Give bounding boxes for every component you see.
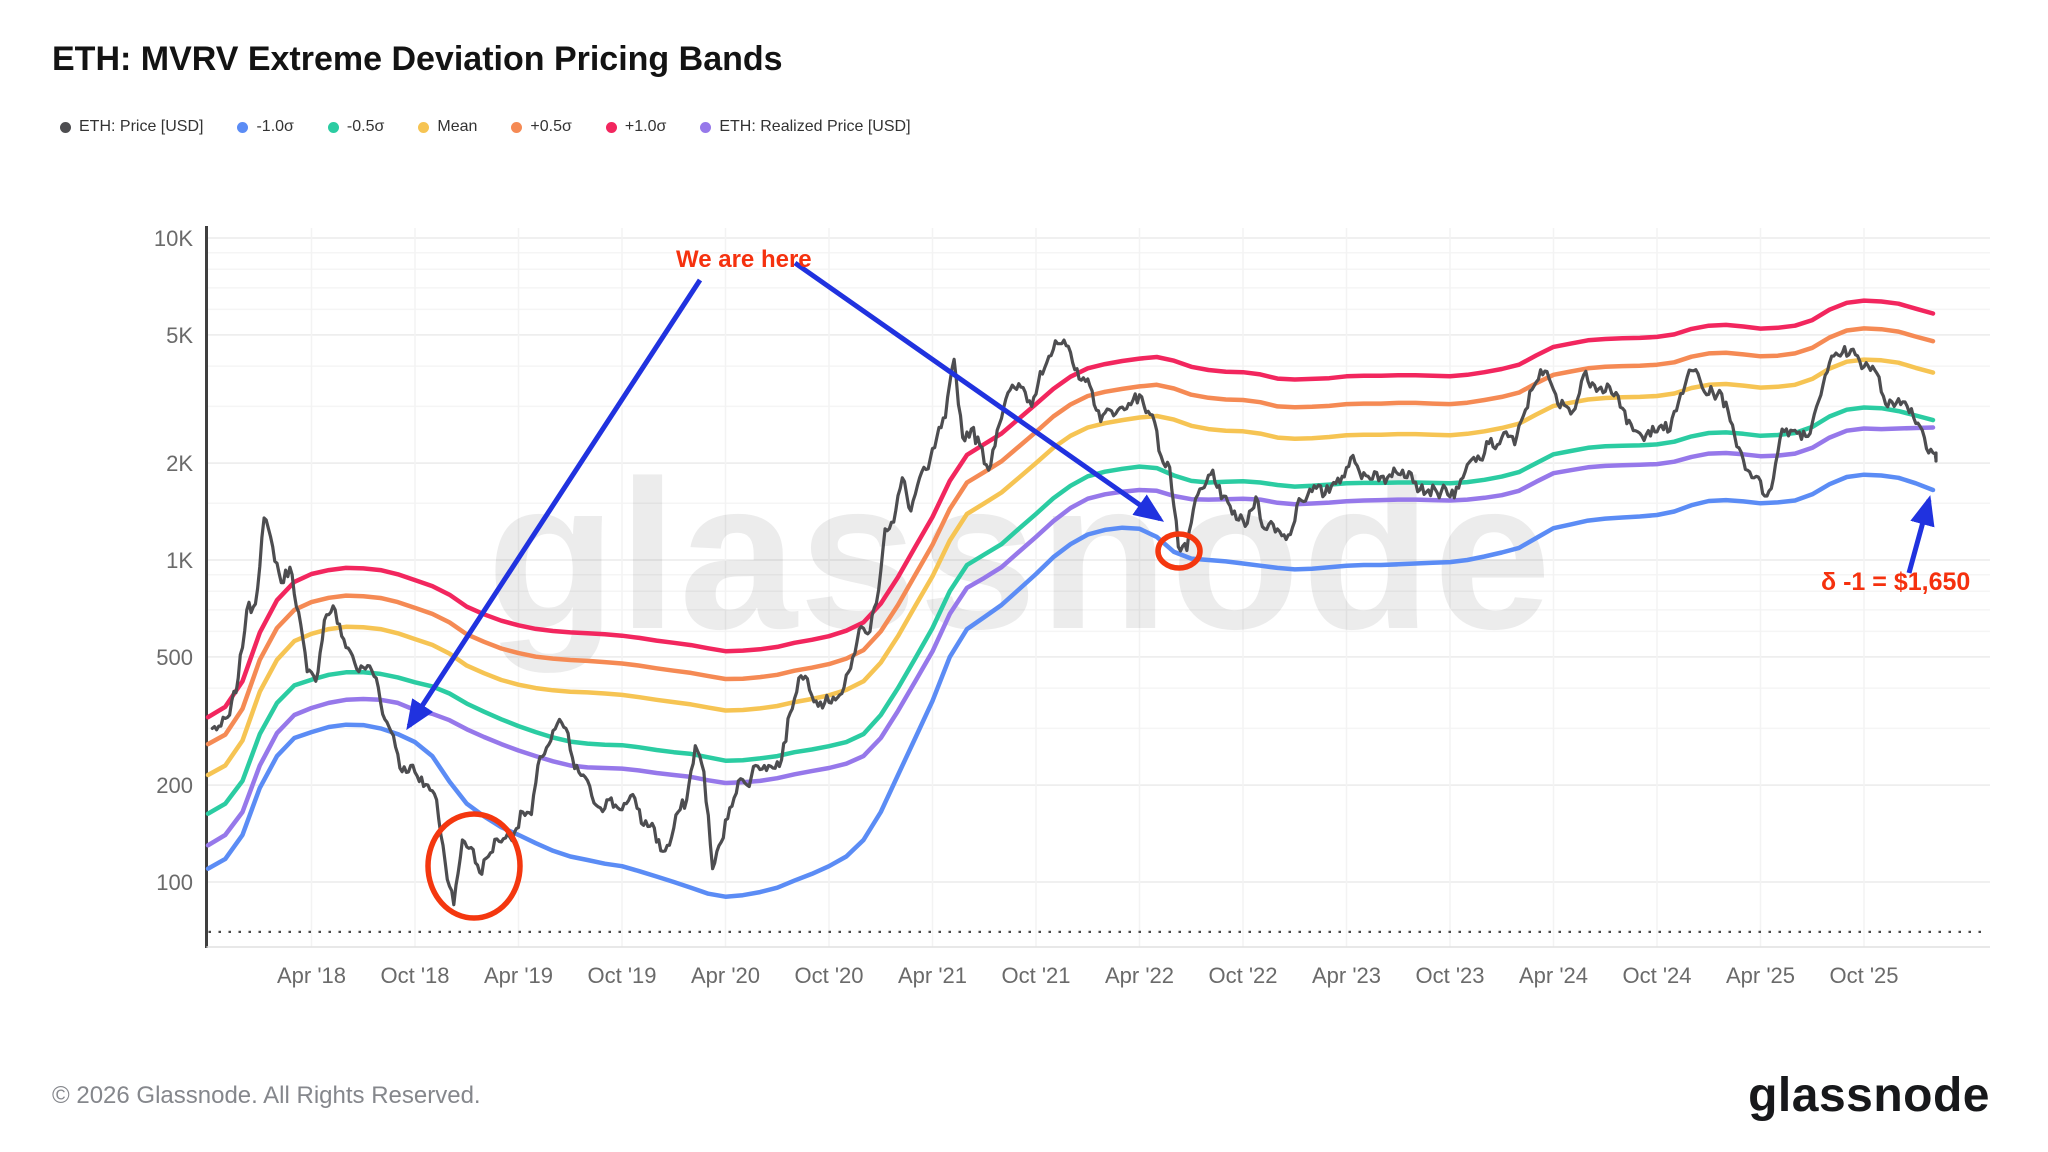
x-tick-label: Oct '20 <box>794 963 863 988</box>
legend-item-0[interactable]: ETH: Price [USD] <box>60 118 203 136</box>
legend-item-label: ETH: Realized Price [USD] <box>719 118 911 135</box>
x-tick-label: Apr '22 <box>1105 963 1174 988</box>
x-tick-label: Oct '23 <box>1415 963 1484 988</box>
legend-item-1[interactable]: -1.0σ <box>237 118 294 136</box>
legend-dot-icon <box>60 121 71 133</box>
series-line-mean <box>205 357 1936 778</box>
y-axis-labels: 100 200 500 1K 2K 5K 10K <box>154 226 193 895</box>
legend-item-label: Mean <box>437 118 478 135</box>
x-tick-label: Oct '24 <box>1622 963 1691 988</box>
x-tick-label: Apr '24 <box>1519 963 1588 988</box>
annotation-arrow-1 <box>793 260 1165 522</box>
legend-item-label: +0.5σ <box>530 118 572 135</box>
y-tick-label: 5K <box>166 323 193 348</box>
series-line-0-5 <box>205 326 1936 747</box>
legend-item-3[interactable]: Mean <box>418 118 477 136</box>
annotations: We are here δ -1 = $1,650 <box>406 246 1970 921</box>
x-tick-label: Apr '18 <box>277 963 346 988</box>
x-tick-label: Apr '25 <box>1726 963 1795 988</box>
y-tick-label: 200 <box>156 773 193 798</box>
x-axis-labels: Apr '18 Oct '18 Apr '19 Oct '19 Apr '20 Oct '… <box>277 963 1899 988</box>
y-tick-label: 1K <box>166 548 193 573</box>
y-tick-label: 500 <box>156 645 193 670</box>
series-line-eth-realized-price-usd <box>205 425 1936 848</box>
annotation-arrow-2 <box>1906 495 1935 574</box>
chart-legend: ETH: Price [USD] -1.0σ -0.5σ Mean +0.5σ +1.0σ… <box>60 118 911 136</box>
annotation-text-sigma-minus-1: δ -1 = $1,650 <box>1821 568 1970 596</box>
x-tick-label: Apr '21 <box>898 963 967 988</box>
x-tick-label: Oct '21 <box>1001 963 1070 988</box>
x-tick-label: Apr '20 <box>691 963 760 988</box>
series-line-1-0 <box>205 472 1936 899</box>
legend-item-label: +1.0σ <box>624 118 667 135</box>
annotation-text-we-are-here: We are here <box>676 246 812 273</box>
legend-item-4[interactable]: +0.5σ <box>511 118 572 136</box>
y-tick-label: 10K <box>154 226 193 251</box>
legend-dot-icon <box>237 121 249 133</box>
axes <box>205 226 1990 948</box>
x-tick-label: Oct '18 <box>380 963 449 988</box>
x-tick-label: Oct '25 <box>1829 963 1898 988</box>
series-line-eth-price-usd <box>210 338 1938 907</box>
copyright-text: © 2026 Glassnode. All Rights Reserved. <box>52 1082 481 1109</box>
legend-dot-icon <box>327 121 339 133</box>
annotation-arrow-0 <box>406 278 703 731</box>
legend-item-2[interactable]: -0.5σ <box>327 118 385 136</box>
x-tick-label: Apr '19 <box>484 963 553 988</box>
x-tick-label: Oct '22 <box>1208 963 1277 988</box>
page-title: ETH: MVRV Extreme Deviation Pricing Band… <box>52 40 783 78</box>
series-line-0-5 <box>205 405 1936 816</box>
legend-item-label: -1.0σ <box>256 118 294 135</box>
legend-item-label: ETH: Price [USD] <box>79 118 204 135</box>
annotation-circle-1 <box>1155 531 1203 571</box>
legend-item-6[interactable]: ETH: Realized Price [USD] <box>700 118 911 136</box>
y-tick-label: 2K <box>166 451 193 476</box>
legend-dot-icon <box>511 121 523 133</box>
legend-dot-icon <box>605 121 617 133</box>
y-tick-label: 100 <box>156 870 193 895</box>
x-tick-label: Oct '19 <box>587 963 656 988</box>
legend-item-5[interactable]: +1.0σ <box>605 118 667 136</box>
legend-dot-icon <box>418 121 430 133</box>
legend-dot-icon <box>700 121 712 133</box>
annotation-circle-0 <box>425 811 523 921</box>
x-tick-label: Apr '23 <box>1312 963 1381 988</box>
glassnode-logo: glassnode <box>1748 1069 1990 1122</box>
legend-item-label: -0.5σ <box>346 118 385 135</box>
gridlines <box>206 228 1990 947</box>
series-line-1-0 <box>205 298 1936 720</box>
